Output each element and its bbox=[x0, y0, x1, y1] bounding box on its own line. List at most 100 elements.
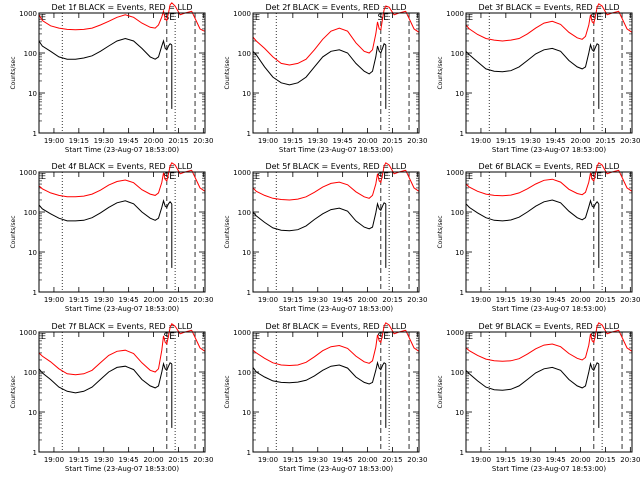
annotation-label: SE bbox=[591, 332, 603, 342]
x-axis-label: Start Time (23-Aug-07 18:53:00) bbox=[65, 305, 179, 313]
x-tick-label: 19:15 bbox=[69, 296, 89, 304]
x-axis-label: Start Time (23-Aug-07 18:53:00) bbox=[492, 305, 606, 313]
y-tick-label: 10 bbox=[28, 90, 37, 98]
y-tick-label: 100 bbox=[238, 369, 251, 377]
y-tick-label: 10 bbox=[242, 90, 251, 98]
x-tick-label: 20:00 bbox=[143, 296, 163, 304]
x-tick-label: 20:15 bbox=[595, 296, 615, 304]
y-tick-label: 10 bbox=[242, 409, 251, 417]
x-tick-label: 19:00 bbox=[471, 456, 491, 464]
y-tick-label: 10 bbox=[28, 409, 37, 417]
y-axis-label: Counts/sec bbox=[224, 56, 231, 89]
y-tick-label: 10 bbox=[242, 249, 251, 257]
y-tick-label: 1 bbox=[33, 130, 37, 138]
x-axis-label: Start Time (23-Aug-07 18:53:00) bbox=[65, 465, 179, 473]
x-tick-label: 19:15 bbox=[283, 137, 303, 145]
annotation-label: E bbox=[41, 172, 46, 181]
annotation-label: SE bbox=[591, 13, 603, 23]
x-tick-label: 20:30 bbox=[193, 296, 213, 304]
plot-frame bbox=[252, 331, 420, 453]
y-tick-label: 1000 bbox=[19, 169, 37, 177]
plot-frame bbox=[465, 331, 633, 453]
x-tick-label: 19:00 bbox=[44, 137, 64, 145]
y-axis-label: Counts/sec bbox=[224, 215, 231, 248]
chart-title: Det 2f BLACK = Events, RED = LLD bbox=[265, 3, 406, 12]
y-tick-label: 1 bbox=[460, 449, 464, 457]
x-tick-label: 19:45 bbox=[546, 296, 566, 304]
annotation-label: SE bbox=[378, 172, 390, 182]
y-tick-label: 10 bbox=[28, 249, 37, 257]
x-tick-label: 20:00 bbox=[143, 456, 163, 464]
x-tick-label: 19:00 bbox=[471, 137, 491, 145]
x-tick-label: 19:30 bbox=[521, 456, 541, 464]
x-tick-label: 20:15 bbox=[168, 296, 188, 304]
x-tick-label: 19:30 bbox=[94, 137, 114, 145]
y-axis-label: Counts/sec bbox=[10, 56, 17, 89]
chart-title: Det 6f BLACK = Events, RED = LLD bbox=[478, 162, 619, 171]
y-axis-label: Counts/sec bbox=[437, 56, 444, 89]
annotation-label: E bbox=[41, 332, 46, 341]
x-axis-label: Start Time (23-Aug-07 18:53:00) bbox=[492, 146, 606, 154]
chart-title: Det 5f BLACK = Events, RED = LLD bbox=[265, 162, 406, 171]
x-tick-label: 20:00 bbox=[357, 456, 377, 464]
x-tick-label: 20:15 bbox=[595, 137, 615, 145]
series-line-events bbox=[38, 198, 173, 222]
y-tick-label: 100 bbox=[24, 50, 37, 58]
y-tick-label: 1 bbox=[247, 289, 251, 297]
x-tick-label: 20:30 bbox=[620, 296, 640, 304]
x-tick-label: 19:45 bbox=[119, 296, 139, 304]
plot-frame bbox=[38, 171, 206, 293]
x-axis-label: Start Time (23-Aug-07 18:53:00) bbox=[279, 465, 393, 473]
chart-panel-1: Det 1f BLACK = Events, RED = LLD 1 10 100 10… bbox=[10, 2, 213, 154]
y-tick-label: 10 bbox=[455, 90, 464, 98]
annotation-label: E bbox=[468, 332, 473, 341]
y-tick-label: 1000 bbox=[19, 10, 37, 18]
annotation-label: SE bbox=[378, 332, 390, 342]
y-axis-label: Counts/sec bbox=[10, 215, 17, 248]
x-tick-label: 20:30 bbox=[407, 456, 427, 464]
x-tick-label: 19:45 bbox=[333, 296, 353, 304]
chart-panel-5: Det 5f BLACK = Events, RED = LLD 1 10 100 10… bbox=[224, 162, 427, 313]
x-tick-label: 19:15 bbox=[283, 296, 303, 304]
annotation-label: E bbox=[41, 13, 46, 22]
annotation-label: SE bbox=[164, 332, 176, 342]
x-tick-label: 19:30 bbox=[94, 456, 114, 464]
x-axis-label: Start Time (23-Aug-07 18:53:00) bbox=[492, 465, 606, 473]
annotation-label: SE bbox=[164, 13, 176, 23]
x-tick-label: 20:15 bbox=[382, 296, 402, 304]
x-tick-label: 19:00 bbox=[471, 296, 491, 304]
x-tick-label: 19:15 bbox=[69, 137, 89, 145]
y-axis-label: Counts/sec bbox=[437, 215, 444, 248]
plot-frame bbox=[38, 12, 206, 134]
chart-panel-2: Det 2f BLACK = Events, RED = LLD 1 10 100 10… bbox=[224, 3, 427, 154]
x-tick-label: 20:30 bbox=[193, 456, 213, 464]
chart-title: Det 3f BLACK = Events, RED = LLD bbox=[478, 3, 619, 12]
chart-panel-7: Det 7f BLACK = Events, RED = LLD 1 10 100 10… bbox=[10, 322, 213, 473]
x-axis-label: Start Time (23-Aug-07 18:53:00) bbox=[279, 305, 393, 313]
y-tick-label: 10 bbox=[455, 409, 464, 417]
x-tick-label: 19:30 bbox=[308, 296, 328, 304]
x-tick-label: 20:15 bbox=[382, 456, 402, 464]
x-tick-label: 19:45 bbox=[333, 137, 353, 145]
y-tick-label: 1000 bbox=[233, 329, 251, 337]
series-line-events bbox=[465, 42, 600, 73]
series-line-events bbox=[465, 199, 600, 222]
y-tick-label: 100 bbox=[24, 209, 37, 217]
x-tick-label: 20:00 bbox=[570, 456, 590, 464]
series-line-events bbox=[38, 361, 173, 394]
x-axis-label: Start Time (23-Aug-07 18:53:00) bbox=[279, 146, 393, 154]
x-tick-label: 19:30 bbox=[521, 137, 541, 145]
y-tick-label: 1000 bbox=[233, 10, 251, 18]
x-tick-label: 19:00 bbox=[258, 296, 278, 304]
series-line-events bbox=[465, 361, 600, 391]
chart-title: Det 9f BLACK = Events, RED = LLD bbox=[478, 322, 619, 331]
y-tick-label: 1 bbox=[247, 130, 251, 138]
x-tick-label: 20:00 bbox=[357, 296, 377, 304]
plot-frame bbox=[465, 12, 633, 134]
chart-title: Det 1f BLACK = Events, RED = LLD bbox=[51, 3, 192, 12]
x-tick-label: 20:15 bbox=[382, 137, 402, 145]
chart-panel-4: Det 4f BLACK = Events, RED = LLD 1 10 100 10… bbox=[10, 162, 213, 313]
x-tick-label: 19:30 bbox=[308, 456, 328, 464]
y-axis-label: Counts/sec bbox=[10, 375, 17, 408]
